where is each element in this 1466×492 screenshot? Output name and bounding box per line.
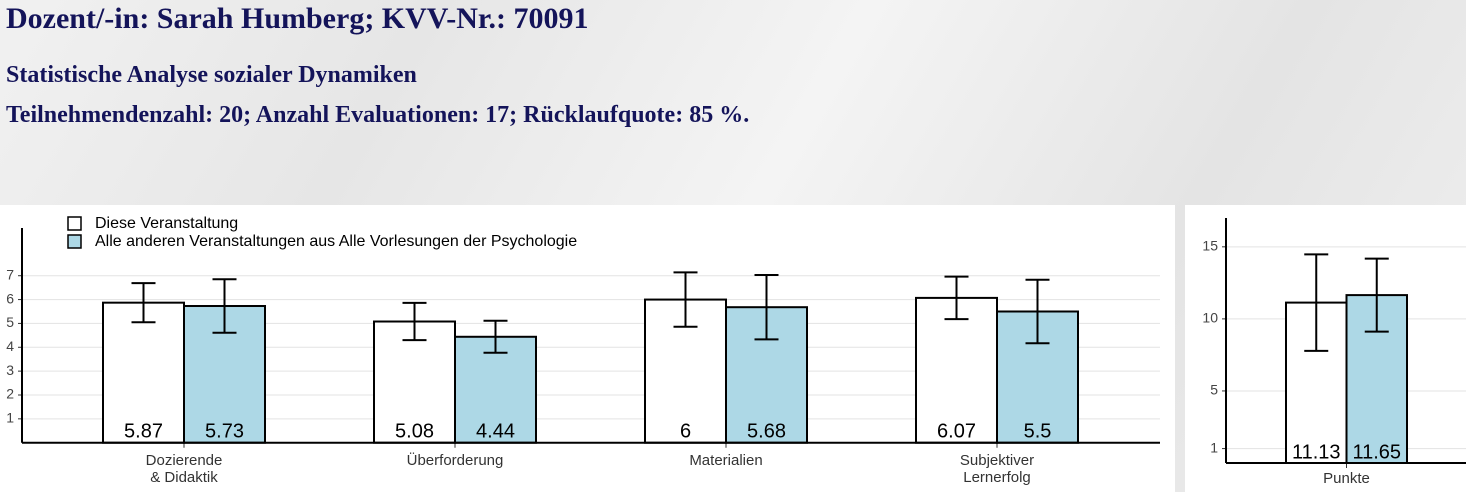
error-bar	[944, 275, 969, 321]
y-tick-label: 15	[1202, 238, 1218, 254]
error-bar	[754, 273, 779, 341]
y-tick-label: 3	[6, 362, 14, 378]
course-title: Statistische Analyse sozialer Dynamiken	[6, 62, 417, 88]
legend-swatch	[67, 216, 82, 231]
y-tick-label: 2	[6, 386, 14, 402]
legend-label: Alle anderen Veranstaltungen aus Alle Vo…	[95, 233, 577, 250]
y-tick-label: 5	[1210, 382, 1218, 398]
y-tick-label: 1	[6, 410, 14, 426]
y-tick-label: 6	[6, 290, 14, 306]
value-label: 5.5	[1024, 420, 1052, 442]
x-tick-label: Subjektiver Lernerfolg	[959, 452, 1035, 486]
page-title: Dozent/-in: Sarah Humberg; KVV-Nr.: 7009…	[6, 2, 589, 35]
value-label: 5.87	[124, 420, 163, 442]
error-bar	[212, 278, 237, 334]
y-tick-label: 1	[1210, 439, 1218, 455]
x-tick-label: Punkte	[1323, 470, 1370, 487]
error-bar	[673, 271, 698, 328]
x-tick-label: Überforderung	[406, 452, 504, 469]
value-label: 5.73	[205, 420, 244, 442]
legend-swatch	[67, 234, 82, 249]
bar	[1345, 294, 1408, 464]
value-label: 11.65	[1352, 441, 1401, 463]
value-label: 11.13	[1292, 441, 1341, 463]
bar	[915, 296, 998, 444]
x-tick-label: Dozierende & Didaktik	[145, 452, 223, 486]
bar	[454, 335, 537, 444]
y-tick-label: 5	[6, 314, 14, 330]
course-info: Teilnehmendenzahl: 20; Anzahl Evaluation…	[6, 102, 750, 128]
value-label: 5.68	[747, 420, 786, 442]
error-bar	[131, 282, 156, 324]
y-tick-label: 4	[6, 338, 14, 354]
value-label: 5.08	[395, 420, 434, 442]
bar	[183, 305, 266, 444]
error-bar	[1304, 253, 1329, 352]
error-bar	[402, 301, 427, 342]
error-bar	[483, 319, 508, 354]
value-label: 4.44	[476, 420, 515, 442]
y-tick-label: 10	[1202, 310, 1218, 326]
bar	[996, 310, 1079, 444]
legend-label: Diese Veranstaltung	[95, 215, 238, 232]
x-tick-label: Materialien	[689, 452, 763, 469]
error-bar	[1025, 278, 1050, 345]
error-bar	[1364, 257, 1389, 333]
value-label: 6	[680, 420, 691, 442]
value-label: 6.07	[937, 420, 976, 442]
y-tick-label: 7	[6, 266, 14, 282]
